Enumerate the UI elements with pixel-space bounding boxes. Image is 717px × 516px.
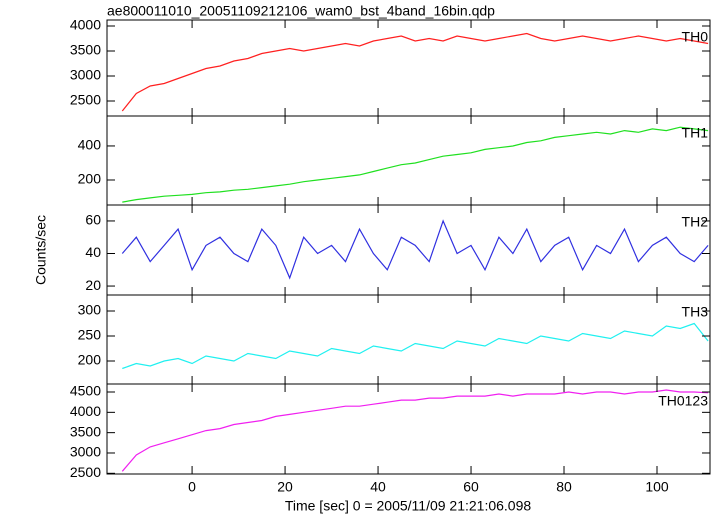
panel-frame [106,204,711,296]
series-line [121,32,709,112]
panel-frame [106,294,711,385]
series-line [121,389,709,472]
y-tick-label: 400 [78,137,102,153]
y-tick-label: 200 [78,171,102,187]
x-tick-label: 20 [277,479,293,495]
x-tick-label: 100 [645,479,669,495]
series-line [121,219,709,280]
y-tick-label: 3000 [70,67,101,83]
chart-title: ae800011010_20051109212106_wam0_bst_4ban… [107,3,495,19]
y-tick-label: 4500 [70,383,101,399]
y-tick-label: 60 [85,212,101,228]
panel-frame [106,115,711,206]
series-line [122,322,709,370]
y-tick-label: 4000 [70,403,101,419]
y-axis-label: Counts/sec [33,215,49,285]
x-axis-label: Time [sec] 0 = 2005/11/09 21:21:06.098 [285,498,532,514]
y-tick-label: 2500 [70,464,101,480]
y-tick-label: 20 [85,277,101,293]
panel-label: TH0123 [658,393,708,409]
x-tick-label: 0 [188,479,196,495]
series-line [122,126,709,203]
panel-label: TH1 [682,125,709,141]
y-tick-label: 3500 [70,423,101,439]
y-tick-label: 40 [85,244,101,260]
panel-label: TH2 [682,214,709,230]
x-tick-label: 60 [463,479,479,495]
y-tick-label: 200 [78,352,102,368]
y-tick-label: 3500 [70,42,101,58]
y-tick-label: 4000 [70,17,101,33]
x-tick-label: 40 [370,479,386,495]
x-tick-label: 80 [556,479,572,495]
panel-frame [106,383,711,475]
y-tick-label: 3000 [70,444,101,460]
y-tick-label: 300 [78,302,102,318]
y-tick-label: 250 [78,327,102,343]
panel-frame [106,19,711,117]
y-tick-label: 2500 [70,92,101,108]
panel-label: TH3 [682,304,709,320]
panel-label: TH0 [682,29,709,45]
